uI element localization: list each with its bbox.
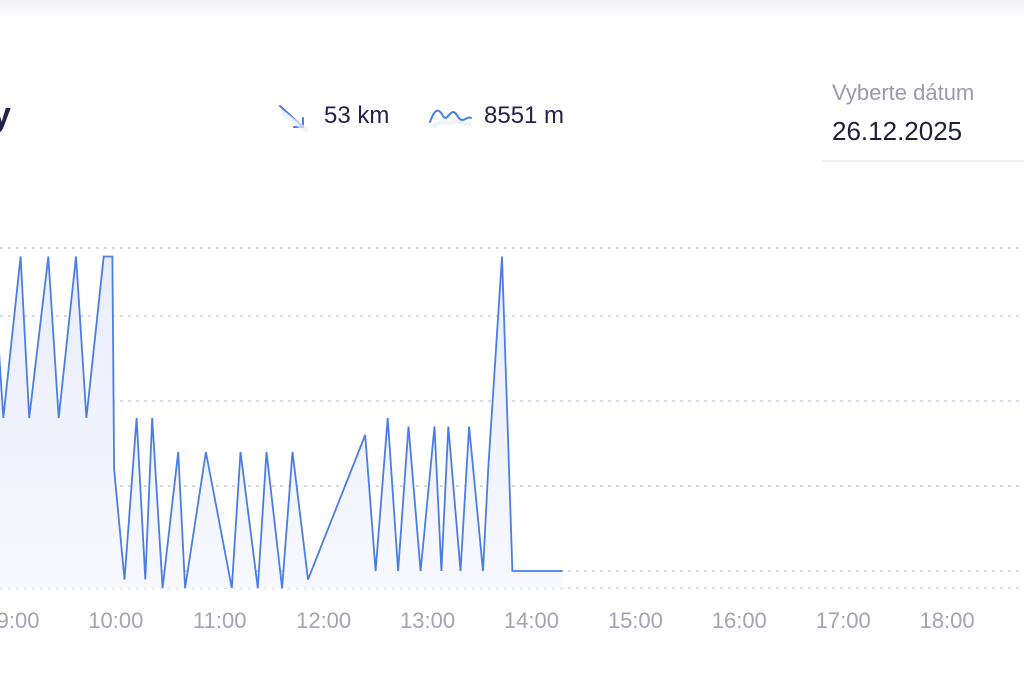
x-tick-label: 09:00: [0, 608, 39, 633]
elevation-wave-icon: [429, 109, 472, 128]
x-axis-ticks: 08:0009:0010:0011:0012:0013:0014:0015:00…: [0, 608, 1024, 633]
distance-value: 53 km: [324, 102, 390, 129]
elevation-value: 8551 m: [484, 102, 565, 129]
x-tick-label: 16:00: [712, 608, 767, 633]
x-tick-label: 18:00: [920, 608, 975, 633]
date-picker-label: Vyberte dátum: [832, 80, 975, 105]
area-fill: [0, 256, 563, 588]
top-bar: [0, 0, 1024, 18]
distance-stat: 53 km: [272, 100, 389, 132]
elevation-stat: 8551 m: [426, 100, 564, 132]
x-tick-label: 13:00: [400, 608, 455, 633]
elevation-chart: 08:0009:0010:0011:0012:0013:0014:0015:00…: [0, 247, 1024, 633]
x-tick-label: 10:00: [88, 608, 143, 633]
area-layer: [0, 255, 563, 589]
x-tick-label: 14:00: [504, 608, 559, 633]
trending-down-icon: [279, 105, 309, 132]
x-tick-label: 17:00: [816, 608, 871, 633]
series-line: [0, 255, 563, 589]
page-title: y: [0, 96, 11, 134]
date-picker[interactable]: Vyberte dátum 26.12.2025: [822, 74, 1024, 162]
x-tick-label: 12:00: [296, 608, 351, 633]
date-picker-value[interactable]: 26.12.2025: [832, 116, 963, 146]
x-tick-label: 15:00: [608, 608, 663, 633]
x-tick-label: 11:00: [193, 608, 246, 633]
